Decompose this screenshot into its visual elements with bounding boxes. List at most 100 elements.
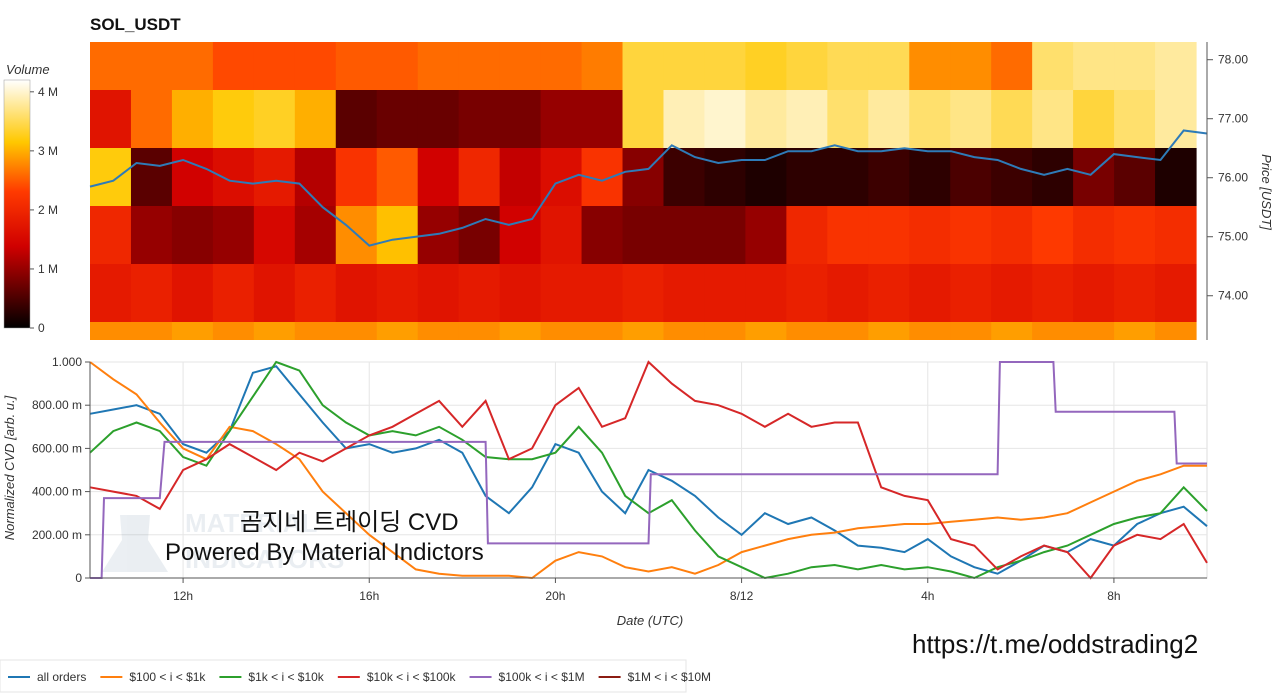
heat-cell xyxy=(786,322,828,340)
colorbar-tick-label: 2 M xyxy=(38,203,58,217)
heat-cell xyxy=(458,90,501,148)
heat-cell xyxy=(622,322,665,340)
heat-cell xyxy=(335,42,378,90)
heat-cell xyxy=(540,264,583,322)
heat-cell xyxy=(1155,90,1197,148)
heat-cell xyxy=(1114,42,1156,90)
heat-cell xyxy=(1155,322,1197,340)
heat-cell xyxy=(90,42,132,90)
heat-cell xyxy=(950,42,992,90)
heat-cell xyxy=(704,206,747,264)
heat-cell xyxy=(499,90,542,148)
chart-title: SOL_USDT xyxy=(90,15,181,34)
heat-cell xyxy=(171,322,214,340)
cvd-x-tick-label: 16h xyxy=(359,589,379,603)
cvd-x-tick-label: 12h xyxy=(173,589,193,603)
heat-cell xyxy=(335,322,378,340)
heat-cell xyxy=(663,90,706,148)
heat-cell xyxy=(212,42,255,90)
heat-cell xyxy=(212,90,255,148)
heat-cell xyxy=(499,264,542,322)
cvd-y-tick-label: 0 xyxy=(75,571,82,585)
heat-cell xyxy=(622,90,665,148)
price-series-line xyxy=(89,129,1208,247)
heat-cell xyxy=(704,322,747,340)
heat-cell xyxy=(417,264,460,322)
heat-cell xyxy=(581,264,624,322)
cvd-series-line xyxy=(89,360,1208,580)
heat-cell xyxy=(90,90,132,148)
legend-label: $1M < i < $10M xyxy=(628,670,711,684)
cvd-lines xyxy=(89,360,1208,580)
heat-cell xyxy=(786,90,828,148)
price-tick-label: 74.00 xyxy=(1218,289,1248,303)
heat-cell xyxy=(294,206,337,264)
heat-cell xyxy=(1114,322,1156,340)
cvd-x-tick-label: 20h xyxy=(545,589,565,603)
heat-cell xyxy=(1073,148,1115,206)
heat-cell xyxy=(540,322,583,340)
colorbar-tick-label: 3 M xyxy=(38,144,58,158)
material-indicators-logo: MATERIAL INDICATORS xyxy=(102,508,344,574)
heat-cell xyxy=(622,148,665,206)
heat-cell xyxy=(909,90,951,148)
legend: all orders $100 < i < $1k $1k < i < $10k $1… xyxy=(8,670,711,684)
cvd-series-line xyxy=(90,361,1207,579)
cvd-x-tick-label: 8h xyxy=(1107,589,1120,603)
heat-cell xyxy=(294,90,337,148)
heat-cell xyxy=(909,322,951,340)
cvd-y-tick-label: 1.000 xyxy=(52,355,82,369)
heat-cell xyxy=(253,206,296,264)
heat-cell xyxy=(991,322,1033,340)
heat-cell xyxy=(868,90,910,148)
heat-cell xyxy=(950,90,992,148)
heat-cell xyxy=(212,148,255,206)
heat-cell xyxy=(868,148,910,206)
heat-cell xyxy=(376,206,419,264)
heat-cell xyxy=(827,90,869,148)
legend-label: $100 < i < $1k xyxy=(129,670,206,684)
heat-cell xyxy=(253,322,296,340)
heat-cell xyxy=(540,206,583,264)
heat-cell xyxy=(663,148,706,206)
heat-cell xyxy=(745,322,787,340)
heat-cell xyxy=(90,206,132,264)
heat-cell xyxy=(622,42,665,90)
price-axis: 74.00 75.00 76.00 77.00 78.00 xyxy=(1206,42,1248,340)
heat-cell xyxy=(950,206,992,264)
heat-cell xyxy=(90,322,132,340)
heat-cell xyxy=(704,42,747,90)
cvd-axes: 0 200.00 m 400.00 m 600.00 m 800.00 m 1.000 12… xyxy=(32,355,1207,603)
heat-cell xyxy=(1114,206,1156,264)
heat-cell xyxy=(417,90,460,148)
heat-cell xyxy=(335,148,378,206)
heat-cell xyxy=(171,90,214,148)
heat-cell xyxy=(376,264,419,322)
heat-cell xyxy=(1032,42,1074,90)
heat-cell xyxy=(294,148,337,206)
price-tick-label: 75.00 xyxy=(1218,230,1248,244)
legend-label: $1k < i < $10k xyxy=(248,670,324,684)
heat-cell xyxy=(458,148,501,206)
colorbar xyxy=(3,79,31,329)
heat-cell xyxy=(581,90,624,148)
heat-cell xyxy=(376,42,419,90)
svg-text:INDICATORS: INDICATORS xyxy=(185,544,344,574)
heat-cell xyxy=(294,42,337,90)
heat-cell xyxy=(171,206,214,264)
heat-cell xyxy=(786,206,828,264)
heat-cell xyxy=(663,322,706,340)
colorbar-ticks: 0 1 M 2 M 3 M 4 M xyxy=(30,85,58,335)
cvd-x-tick-label: 4h xyxy=(921,589,934,603)
heat-cell xyxy=(212,264,255,322)
heat-cell xyxy=(171,264,214,322)
heat-cell xyxy=(991,90,1033,148)
watermark-subtitle: Powered By Material Indictors xyxy=(165,539,484,566)
heat-cell xyxy=(171,42,214,90)
svg-text:MATERIAL: MATERIAL xyxy=(185,508,318,538)
heat-cell xyxy=(581,42,624,90)
heat-cell xyxy=(827,322,869,340)
cvd-y-tick-label: 800.00 m xyxy=(32,398,82,412)
legend-label: $100k < i < $1M xyxy=(499,670,585,684)
heat-cell xyxy=(1155,206,1197,264)
